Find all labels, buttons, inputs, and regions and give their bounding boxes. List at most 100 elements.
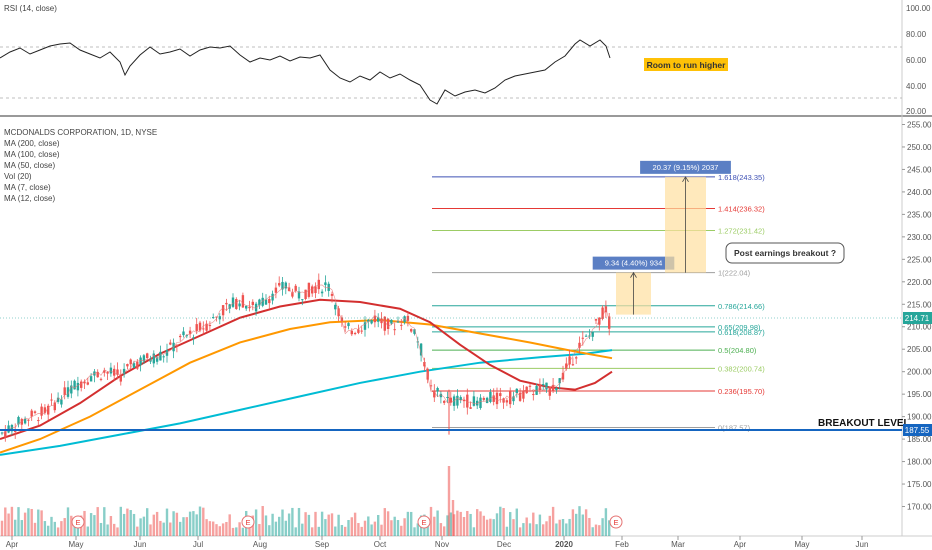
volume-bar — [337, 514, 340, 536]
volume-bar — [146, 508, 149, 536]
rsi-tick-label: 60.00 — [906, 56, 927, 65]
volume-bar — [459, 511, 462, 536]
volume-bar — [50, 516, 53, 536]
volume-bar — [601, 518, 604, 536]
candle-body — [291, 292, 294, 297]
candle-body — [106, 372, 109, 374]
time-tick-label: Dec — [497, 540, 511, 549]
candle-body — [390, 319, 393, 324]
candle-body — [608, 316, 611, 329]
measure-2-arrowhead — [682, 176, 689, 183]
fib-level-label: 1(222.04) — [718, 269, 751, 278]
indicator-label: MA (50, close) — [4, 161, 55, 170]
volume-bar — [555, 523, 558, 536]
earnings-marker — [241, 515, 255, 529]
volume-bar — [109, 516, 113, 536]
candle-body — [258, 299, 261, 306]
chart-title: MCDONALDS CORPORATION, 1D, NYSE — [4, 128, 157, 137]
candle-body — [377, 317, 380, 322]
volume-bar — [56, 527, 60, 536]
volume-bar — [518, 527, 522, 536]
volume-bar — [334, 526, 337, 536]
fib-level-label: 0(187.57) — [718, 424, 751, 433]
volume-bar — [360, 526, 363, 536]
candle-body — [248, 306, 251, 309]
volume-bar — [20, 520, 23, 536]
volume-bar — [410, 511, 413, 536]
volume-bar — [17, 507, 20, 536]
candle-body — [56, 397, 60, 402]
volume-bar — [357, 523, 360, 536]
volume-bar — [304, 512, 307, 536]
volume-bar — [515, 508, 518, 536]
time-tick-label: Apr — [6, 540, 19, 549]
candle-body — [40, 406, 43, 416]
volume-bar — [591, 527, 594, 536]
price-tick-label: 185.00 — [907, 435, 932, 444]
candle-body — [179, 335, 182, 338]
candle-body — [545, 382, 548, 390]
candle-body — [10, 425, 14, 432]
candle-body — [139, 357, 142, 365]
candle-body — [410, 329, 413, 332]
candle-body — [169, 342, 172, 345]
rsi-line — [0, 39, 611, 105]
candle-body — [462, 400, 466, 402]
candle-body — [472, 396, 476, 406]
measure-1-label: 9.34 (4.40%) 934 — [605, 259, 663, 268]
candle-body — [558, 378, 561, 384]
volume-bar — [447, 466, 451, 536]
rsi-tick-label: 100.00 — [906, 4, 931, 13]
volume-bar — [172, 511, 175, 536]
volume-bar — [542, 524, 545, 536]
volume-bar — [0, 520, 4, 536]
candle-body — [499, 393, 502, 397]
volume-bar — [548, 515, 551, 536]
volume-bar — [86, 526, 89, 536]
volume-bar — [30, 508, 33, 536]
volume-bar — [129, 510, 132, 536]
candle-body — [324, 282, 327, 286]
volume-bar — [63, 518, 66, 536]
candle-body — [575, 357, 578, 359]
candle-body — [393, 329, 396, 331]
candle-body — [320, 291, 324, 294]
candle-body — [588, 335, 591, 337]
candle-body — [423, 361, 426, 367]
candle-body — [221, 305, 225, 316]
candle-body — [185, 335, 188, 337]
candle-body — [254, 303, 258, 312]
volume-bar — [604, 508, 608, 536]
earnings-marker — [609, 515, 623, 529]
time-tick-label: Feb — [615, 540, 629, 549]
candle-body — [268, 299, 271, 304]
volume-bar — [383, 508, 386, 536]
candle-body — [502, 398, 505, 403]
volume-bar — [291, 507, 294, 536]
candle-body — [551, 384, 555, 392]
volume-bar — [363, 520, 367, 536]
volume-bar — [472, 527, 476, 536]
volume-bar — [198, 506, 202, 536]
candle-body — [581, 337, 584, 339]
volume-bar — [162, 522, 165, 536]
fib-level-label: 1.414(236.32) — [718, 204, 765, 213]
candle-body — [373, 315, 377, 323]
candle-body — [429, 385, 433, 387]
indicator-list: MA (200, close) MA (100, close) MA (50, cl… — [4, 139, 60, 203]
candle-body — [73, 380, 76, 390]
fib-level-label: 0.236(195.70) — [718, 387, 765, 396]
rsi-note: Room to run higher — [644, 58, 728, 71]
rsi-note-text: Room to run higher — [647, 60, 727, 70]
volume-bar — [584, 509, 588, 536]
candle-body — [159, 351, 162, 361]
price-tick-label: 245.00 — [907, 165, 932, 174]
candle-body — [347, 323, 350, 327]
volume-bar — [241, 527, 245, 536]
candle-body — [205, 323, 208, 331]
volume-bar — [231, 527, 235, 536]
candle-body — [485, 397, 489, 404]
volume-bar — [311, 527, 314, 536]
candle-body — [436, 387, 439, 392]
